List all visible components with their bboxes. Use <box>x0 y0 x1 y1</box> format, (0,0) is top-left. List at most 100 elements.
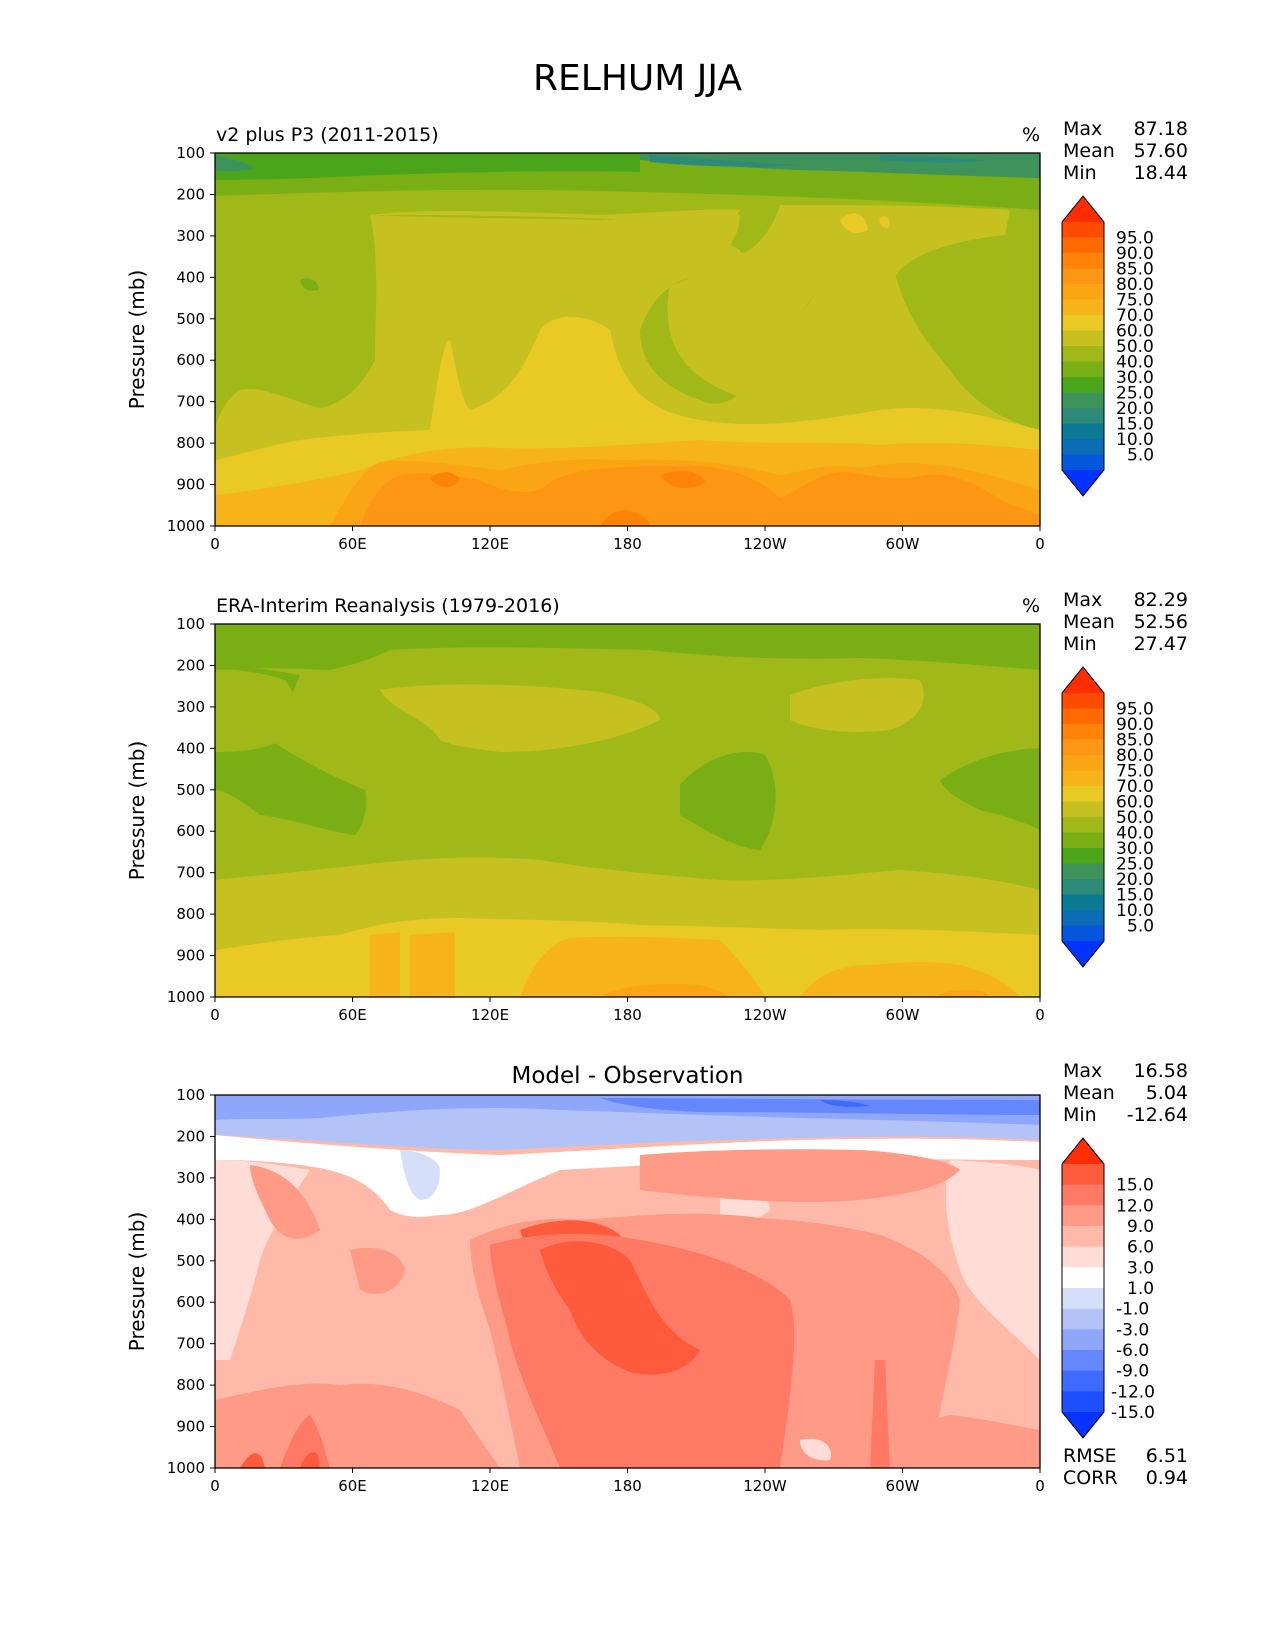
colorbar-tick-label: 40.0 <box>1116 353 1154 373</box>
x-tick-label: 180 <box>613 535 642 553</box>
colorbar-segment <box>1062 1205 1104 1227</box>
y-tick-label: 200 <box>176 1127 205 1145</box>
colorbar-segment <box>1062 817 1104 833</box>
colorbar-tick-label: -15.0 <box>1111 1403 1155 1423</box>
y-tick-label: 400 <box>176 739 205 757</box>
stat-label: Min <box>1063 1104 1097 1126</box>
colorbar-tick-label: 15.0 <box>1116 886 1154 906</box>
panel-model <box>214 152 1041 527</box>
colorbar-outline <box>1061 666 1105 968</box>
x-tick-label: 60E <box>338 1006 367 1024</box>
stat-value: 87.18 <box>1134 118 1188 140</box>
colorbar-tick-label: -3.0 <box>1116 1320 1149 1340</box>
colorbar-tick-label: 85.0 <box>1116 731 1154 751</box>
colorbar-tick-label: 50.0 <box>1116 337 1154 357</box>
y-tick-label: 300 <box>176 227 205 245</box>
colorbar-segment <box>1062 1308 1104 1330</box>
contour-field-obs <box>215 624 1040 997</box>
colorbar-segment <box>1062 832 1104 849</box>
y-tick-label: 100 <box>176 1086 205 1104</box>
y-tick-label: 900 <box>176 476 205 494</box>
colorbar-segment <box>1062 910 1104 926</box>
axes-2: 100 200 300 400 500 600 700 800 900 1000 0 60E 120E 1… <box>125 1060 1188 1495</box>
colorbar-tick-label: 40.0 <box>1116 824 1154 844</box>
colorbar-segment <box>1062 408 1104 424</box>
y-tick-label: 200 <box>176 656 205 674</box>
colorbar-tick-label: 60.0 <box>1116 793 1154 813</box>
colorbar-tick-label: 80.0 <box>1116 275 1154 295</box>
colorbar-segment <box>1062 848 1104 864</box>
colorbar-extend-top <box>1062 1138 1104 1164</box>
colorbar-segment <box>1062 724 1104 740</box>
colorbar-segment <box>1062 863 1104 880</box>
x-tick-label: 0 <box>210 1006 220 1024</box>
colorbar-segment <box>1062 253 1104 269</box>
contour-field-model <box>215 153 1040 526</box>
colorbar-segment <box>1062 755 1104 771</box>
y-tick-label: 1000 <box>167 1459 205 1477</box>
colorbar-tick-label: 75.0 <box>1116 291 1154 311</box>
stat-value: 52.56 <box>1134 611 1188 633</box>
panel-title: ERA-Interim Reanalysis (1979-2016) <box>216 595 560 617</box>
x-tick-label: 60E <box>338 1477 367 1495</box>
x-tick-label: 120W <box>743 1477 787 1495</box>
colorbar: 95.090.085.080.075.070.060.050.040.030.0… <box>1061 195 1154 497</box>
colorbar-tick-label: 3.0 <box>1127 1258 1154 1278</box>
colorbar-segment <box>1062 1391 1104 1413</box>
y-tick-label: 100 <box>176 615 205 633</box>
panel-title: v2 plus P3 (2011-2015) <box>216 124 439 146</box>
x-tick-label: 0 <box>1035 1477 1045 1495</box>
colorbar-tick-label: 60.0 <box>1116 322 1154 342</box>
colorbar-tick-label: 1.0 <box>1127 1279 1154 1299</box>
colorbar-segment <box>1062 222 1104 238</box>
colorbar-tick-label: -6.0 <box>1116 1341 1149 1361</box>
y-tick-label: 400 <box>176 268 205 286</box>
stat-label: Max <box>1063 1060 1102 1082</box>
x-tick-label: 120W <box>743 535 787 553</box>
colorbar-tick-label: 10.0 <box>1116 430 1154 450</box>
colorbar-tick-label: 70.0 <box>1116 777 1154 797</box>
colorbar-tick-label: 90.0 <box>1116 244 1154 264</box>
colorbar-segment <box>1062 786 1104 802</box>
y-tick-label: 100 <box>176 144 205 162</box>
colorbar-extend-top <box>1062 667 1104 693</box>
colorbar-segment <box>1062 801 1104 818</box>
colorbar-tick-label: 90.0 <box>1116 715 1154 735</box>
colorbar-tick-label: -1.0 <box>1116 1300 1149 1320</box>
colorbar-segment <box>1062 1164 1104 1186</box>
x-tick-label: 60W <box>886 1477 920 1495</box>
y-axis-label: Pressure (mb) <box>125 741 149 881</box>
x-tick-label: 120W <box>743 1006 787 1024</box>
colorbar-segment <box>1062 925 1104 942</box>
y-axis-label: Pressure (mb) <box>125 270 149 410</box>
colorbar: 95.090.085.080.075.070.060.050.040.030.0… <box>1061 666 1154 968</box>
stat-value: 0.94 <box>1146 1467 1188 1489</box>
colorbar-segment <box>1062 423 1104 440</box>
stat-value: 27.47 <box>1134 633 1188 655</box>
x-tick-label: 180 <box>613 1477 642 1495</box>
y-tick-label: 300 <box>176 698 205 716</box>
colorbar-segment <box>1062 894 1104 911</box>
colorbar-segment <box>1062 237 1104 254</box>
colorbar-tick-label: 5.0 <box>1127 917 1154 937</box>
stat-label: RMSE <box>1063 1445 1117 1467</box>
colorbar-tick-label: 75.0 <box>1116 762 1154 782</box>
colorbar-segment <box>1062 1267 1104 1289</box>
colorbar-segment <box>1062 1246 1104 1268</box>
y-tick-label: 600 <box>176 351 205 369</box>
y-tick-label: 800 <box>176 905 205 923</box>
colorbar-outline <box>1061 1137 1105 1439</box>
x-tick-label: 180 <box>613 1006 642 1024</box>
colorbar-tick-label: 12.0 <box>1116 1196 1154 1216</box>
y-tick-label: 700 <box>176 393 205 411</box>
y-tick-label: 300 <box>176 1169 205 1187</box>
colorbar-tick-label: -12.0 <box>1111 1382 1155 1402</box>
colorbar-tick-label: 95.0 <box>1116 700 1154 720</box>
stat-label: Mean <box>1063 140 1115 162</box>
y-tick-label: 500 <box>176 781 205 799</box>
colorbar-extend-bottom <box>1062 1412 1104 1438</box>
colorbar-segment <box>1062 346 1104 362</box>
colorbar: 15.012.09.06.03.01.0-1.0-3.0-6.0-9.0-12.… <box>1061 1137 1155 1439</box>
